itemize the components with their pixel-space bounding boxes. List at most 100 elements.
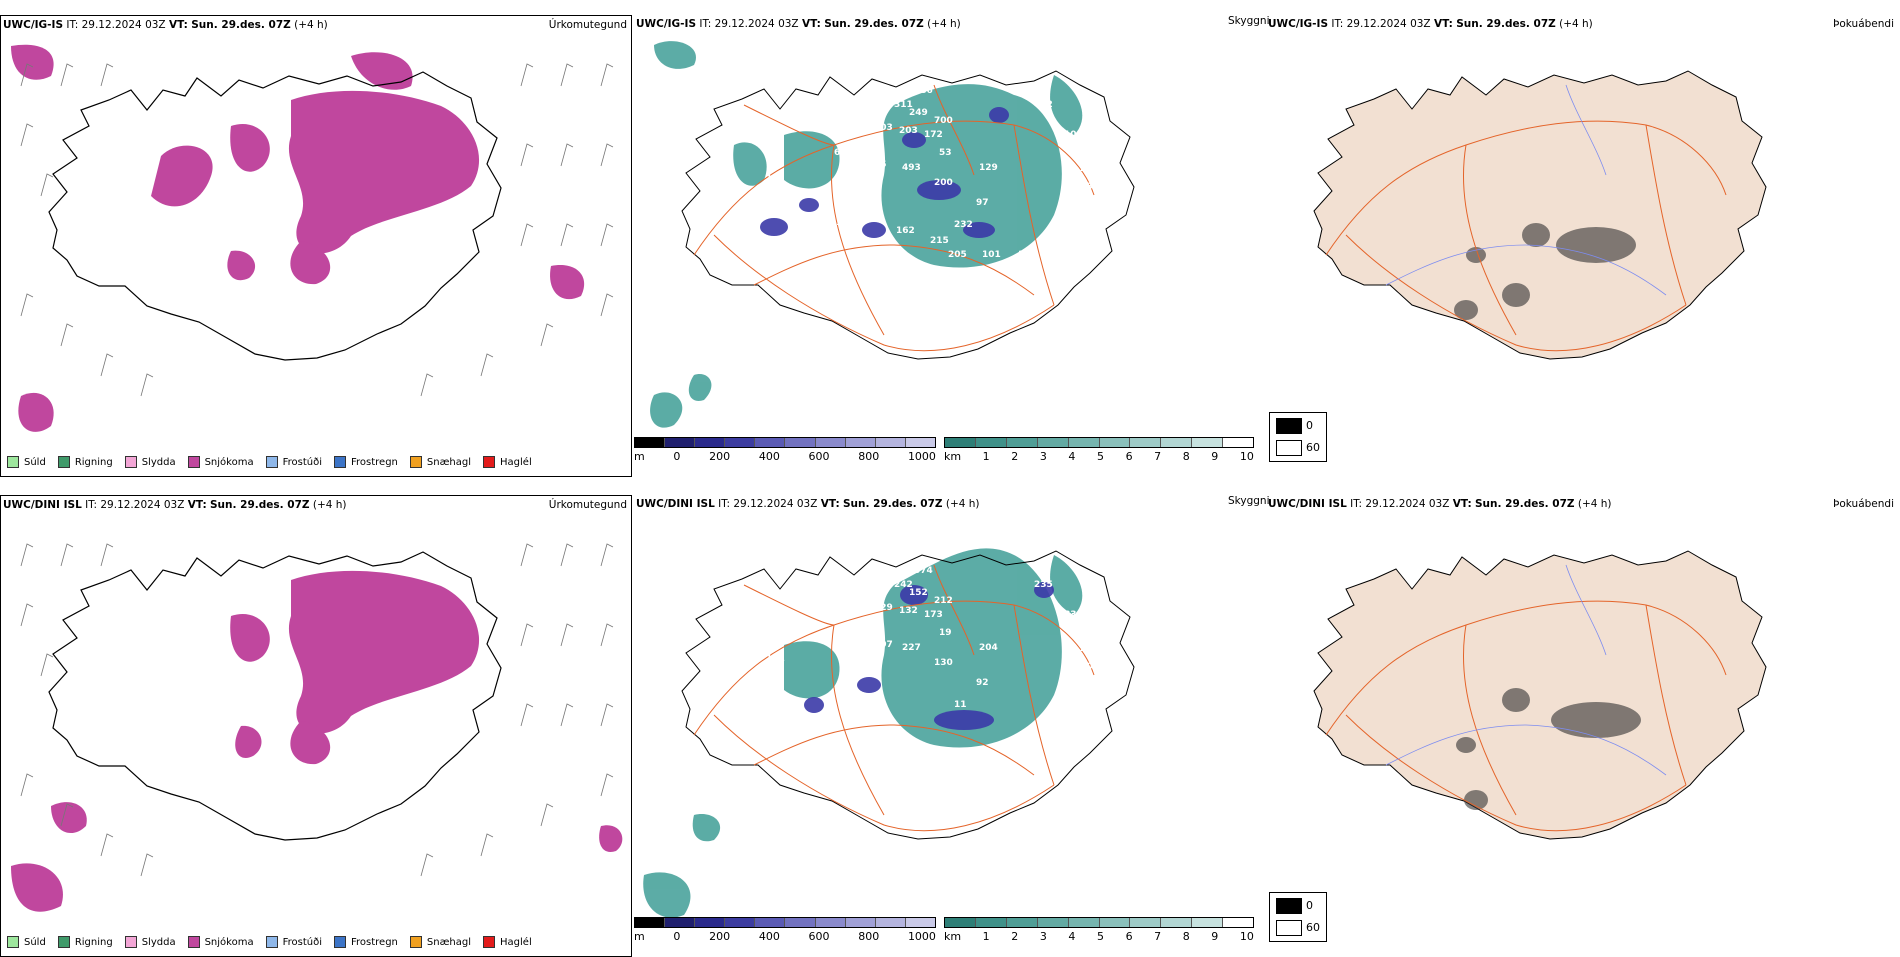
ceiling-label: 162 bbox=[896, 226, 915, 236]
colorbar-cell bbox=[695, 918, 726, 927]
low-ceiling-areas bbox=[760, 107, 1009, 238]
colorbar-cell bbox=[815, 918, 846, 927]
legend-label: Rigning bbox=[74, 936, 113, 948]
legend-label: Frostregn bbox=[351, 456, 398, 468]
colorbar-tick: 10 bbox=[1239, 450, 1254, 463]
colorbar-unit: m bbox=[634, 450, 645, 463]
colorbar-cells bbox=[944, 917, 1254, 928]
legend-item: Súld bbox=[7, 936, 46, 948]
colorbar-cell bbox=[945, 918, 976, 927]
legend-item: Frostúði bbox=[265, 456, 322, 468]
ceiling-label: 979 bbox=[1142, 248, 1161, 258]
ceiling-label: 101 bbox=[982, 250, 1001, 260]
colorbar-cell bbox=[875, 438, 906, 447]
panel-header: UWC/DINI ISL IT: 29.12.2024 03Z VT: Sun.… bbox=[3, 499, 347, 511]
colorbar-cell bbox=[1099, 918, 1131, 927]
legend-swatch bbox=[57, 936, 70, 948]
fog-map-igis-canvas bbox=[1313, 70, 1767, 360]
precip-type-map-igis: UWC/IG-IS IT: 29.12.2024 03Z VT: Sun. 29… bbox=[0, 15, 632, 477]
precip-legend: Súld Rigning Slydda Snjókoma Frostúði Frostre… bbox=[7, 936, 532, 948]
ceiling-label: 19 bbox=[939, 628, 952, 638]
low-visibility-areas bbox=[650, 41, 1083, 428]
rivers bbox=[1385, 84, 1667, 296]
legend-swatch bbox=[483, 936, 496, 948]
ceiling-label: 205 bbox=[948, 250, 967, 260]
legend-swatch bbox=[265, 936, 278, 948]
legend-label: Haglél bbox=[500, 456, 532, 468]
colorbar-cell bbox=[1223, 918, 1254, 927]
colorbar-tick: 1 bbox=[982, 450, 990, 463]
panel-header: UWC/IG-IS IT: 29.12.2024 03Z VT: Sun. 29… bbox=[636, 18, 961, 30]
ceiling-label: 152 bbox=[909, 588, 928, 598]
legend-label: Frostregn bbox=[351, 936, 398, 948]
colorbar-cell bbox=[665, 918, 696, 927]
visibility-map-igis: 486 311 249 700 442 203 203 172 108 608 53 35 493 129… bbox=[634, 15, 1266, 477]
legend-item: Súld bbox=[7, 456, 46, 468]
panel-header: UWC/DINI ISL IT: 29.12.2024 03Z VT: Sun.… bbox=[1268, 498, 1612, 510]
colorbar-cell bbox=[635, 918, 666, 927]
legend-label: Snjókoma bbox=[204, 456, 254, 468]
legend-item: Frostúði bbox=[265, 936, 322, 948]
ceiling-label: 574 bbox=[914, 566, 933, 576]
legend-item: Slydda bbox=[124, 936, 176, 948]
road-network bbox=[693, 84, 1095, 352]
panel-header: UWC/DINI ISL IT: 29.12.2024 03Z VT: Sun.… bbox=[636, 498, 980, 510]
colorbar-cell bbox=[785, 918, 816, 927]
colorbar-tick: 2 bbox=[1011, 450, 1019, 463]
colorbar-tick: 4 bbox=[1068, 450, 1076, 463]
ceiling-label: 108 bbox=[1064, 130, 1083, 140]
ceiling-label: 172 bbox=[924, 130, 943, 140]
colorbar-tick: 800 bbox=[858, 930, 880, 943]
legend-swatch bbox=[7, 936, 19, 948]
legend-swatch bbox=[57, 456, 70, 468]
colorbar-tick: 7 bbox=[1154, 930, 1162, 943]
low-visibility-areas bbox=[643, 548, 1083, 918]
colorbar-cell bbox=[905, 918, 935, 927]
legend-item: Slydda bbox=[124, 456, 176, 468]
colorbar-tick: 200 bbox=[709, 450, 731, 463]
legend-swatch bbox=[409, 936, 422, 948]
panel-title: Þokuábendi bbox=[1833, 498, 1894, 510]
snow-areas bbox=[11, 570, 623, 912]
colorbar-ticks: km 1 2 3 4 5 6 7 8 9 10 bbox=[944, 930, 1254, 943]
colorbar-tick: 400 bbox=[758, 450, 780, 463]
colorbar-cell bbox=[1068, 438, 1100, 447]
fog-map-igis: UWC/IG-IS IT: 29.12.2024 03Z VT: Sun. 29… bbox=[1266, 15, 1898, 477]
ceiling-label: 200 bbox=[1080, 164, 1099, 174]
precip-legend: Súld Rigning Slydda Snjókoma Frostúði Frostre… bbox=[7, 456, 532, 468]
fog-legend-swatch-high bbox=[1276, 920, 1302, 936]
wind-barbs bbox=[20, 543, 614, 877]
colorbar-tick: 400 bbox=[758, 930, 780, 943]
ceiling-label: 181 bbox=[766, 174, 785, 184]
legend-swatch bbox=[409, 456, 422, 468]
colorbar-cell bbox=[635, 438, 666, 447]
colorbar-cell bbox=[945, 438, 976, 447]
colorbar-cell bbox=[1099, 438, 1131, 447]
colorbar-cell bbox=[1161, 438, 1193, 447]
colorbar-tick: 3 bbox=[1039, 450, 1047, 463]
legend-item: Haglél bbox=[483, 456, 532, 468]
colorbar-tick: 2 bbox=[1011, 930, 1019, 943]
legend-item: Frostregn bbox=[334, 936, 398, 948]
fog-legend: 0 60 bbox=[1269, 892, 1327, 942]
land bbox=[1313, 70, 1767, 360]
colorbar-cell bbox=[665, 438, 696, 447]
colorbar-cell bbox=[875, 918, 906, 927]
ceiling-label: 161 bbox=[766, 654, 785, 664]
legend-swatch bbox=[334, 936, 346, 948]
skyggni-title: Skyggni bbox=[1228, 15, 1270, 27]
colorbar-tick: 5 bbox=[1096, 450, 1104, 463]
colorbar-cell bbox=[975, 918, 1007, 927]
precip-map-igis-canvas bbox=[11, 44, 614, 432]
ceiling-label: 132 bbox=[899, 606, 918, 616]
ceiling-label: 249 bbox=[909, 108, 928, 118]
precip-map-dini-canvas bbox=[11, 543, 623, 912]
colorbar-unit: m bbox=[634, 930, 645, 943]
colorbar-cells bbox=[634, 437, 936, 448]
ceiling-label: 608 bbox=[834, 148, 853, 158]
colorbar-cell bbox=[815, 438, 846, 447]
panel-title: Úrkomutegund bbox=[548, 499, 627, 511]
rivers bbox=[1385, 564, 1667, 776]
